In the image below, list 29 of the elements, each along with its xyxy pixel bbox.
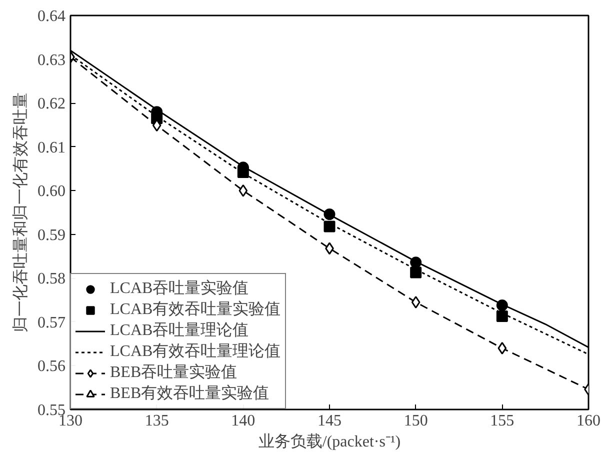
x-axis-title: 业务负载/(packet·s⁻¹) [258,432,401,450]
point [496,310,508,322]
x-tick-label: 140 [231,412,256,430]
y-tick-label: 0.57 [38,314,66,332]
x-tick-label: 135 [144,412,169,430]
point [238,184,248,197]
y-tick-label: 0.61 [38,139,66,156]
legend-label: LCAB吞吐量实验值 [110,278,249,299]
point [410,266,422,278]
x-tick-label: 150 [404,412,428,430]
point [324,220,336,232]
legend-label: LCAB有效吞吐量实验值 [110,300,281,320]
y-axis-title: 归一化吞吐量和归一化有效吞吐量 [12,92,30,332]
y-tick-label: 0.56 [38,358,66,376]
legend-label: BEB有效吞吐量实验值 [110,384,270,404]
y-tick-label: 0.62 [38,96,66,113]
x-tick-label: 160 [576,412,600,430]
legend-label: LCAB吞吐量理论值 [110,320,249,341]
x-tick-label: 155 [490,412,514,430]
y-tick-label: 0.58 [38,270,66,288]
legend-label: BEB吞吐量实验值 [110,362,238,383]
y-tick-label: 0.63 [38,52,66,69]
y-tick-label: 0.64 [38,8,66,25]
y-tick-label: 0.59 [38,226,66,244]
y-tick-label: 0.60 [38,183,66,200]
point [411,296,420,308]
point [498,342,507,354]
legend-label: LCAB有效吞吐量理论值 [110,342,281,362]
x-tick-label: 145 [318,412,342,430]
